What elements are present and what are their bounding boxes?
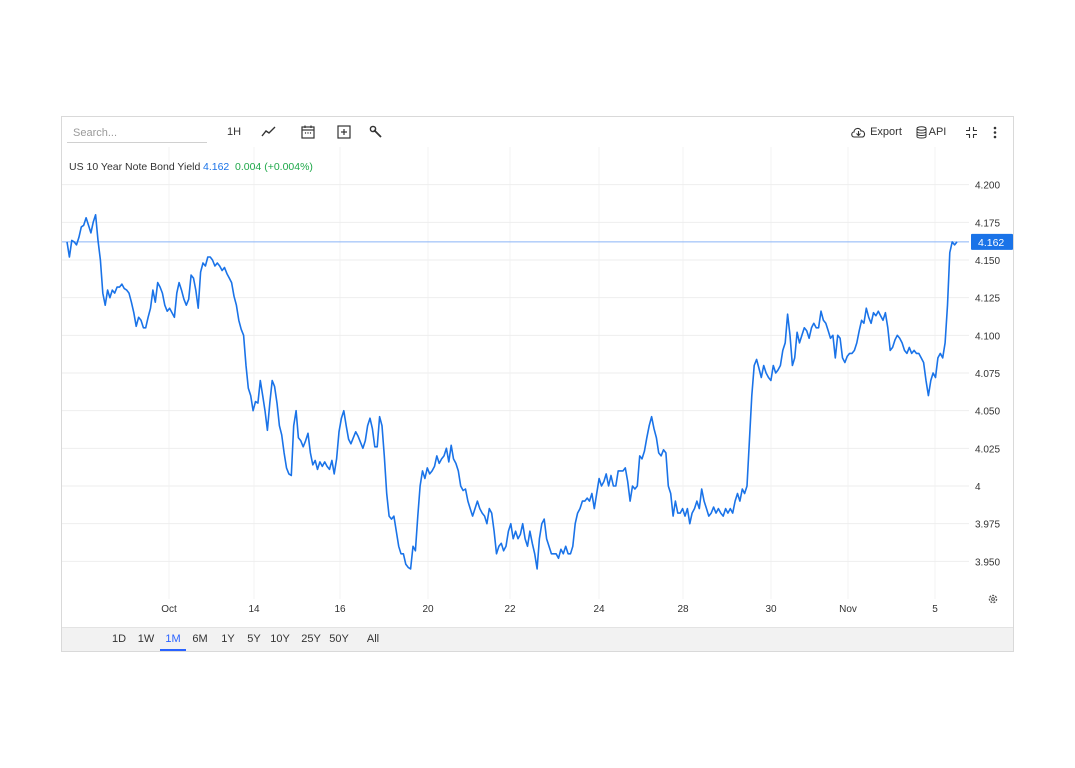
y-tick-label: 4.150: [975, 256, 1000, 267]
range-button-1d[interactable]: 1D: [111, 633, 127, 645]
range-selector: 1D 1W 1M 6M 1Y 5Y 10Y 25Y 50Y All: [62, 627, 1013, 651]
range-button-all[interactable]: All: [366, 633, 380, 645]
y-axis-labels: 4.200 4.175 4.150 4.125 4.100 4.075 4.050 4.025…: [975, 181, 1000, 569]
gear-icon: [988, 594, 998, 604]
x-tick-label: 5: [932, 604, 938, 615]
y-tick-label: 3.950: [975, 557, 1000, 568]
api-button[interactable]: API: [914, 122, 948, 142]
fullscreen-button[interactable]: [962, 122, 980, 142]
range-button-50y[interactable]: 50Y: [329, 633, 349, 645]
calendar-icon: [301, 125, 315, 139]
x-tick-label: 20: [422, 604, 434, 615]
y-tick-label: 4.100: [975, 331, 1000, 342]
range-button-1y[interactable]: 1Y: [221, 633, 235, 645]
x-tick-label: 30: [765, 604, 777, 615]
x-tick-label: 16: [334, 604, 346, 615]
database-icon: [916, 125, 927, 138]
chart-widget: 1H: [61, 116, 1014, 652]
last-value-badge: 4.162: [971, 233, 1013, 250]
chart-type-button[interactable]: [259, 122, 279, 142]
range-button-25y[interactable]: 25Y: [301, 633, 321, 645]
plus-box-icon: [337, 125, 351, 139]
y-tick-label: 4.075: [975, 369, 1000, 380]
horizontal-grid: [62, 184, 969, 562]
x-tick-label: 22: [504, 604, 516, 615]
collapse-icon: [965, 126, 977, 138]
tools-button[interactable]: [366, 122, 386, 142]
range-button-5y[interactable]: 5Y: [247, 633, 261, 645]
y-tick-label: 4.200: [975, 181, 1000, 192]
vertical-dots-icon: [993, 126, 997, 138]
legend-name: US 10 Year Note Bond Yield: [69, 161, 201, 173]
api-label: API: [928, 126, 947, 138]
y-tick-label: 4.125: [975, 294, 1000, 305]
add-indicator-button[interactable]: [334, 122, 354, 142]
range-button-10y[interactable]: 10Y: [270, 633, 290, 645]
export-button[interactable]: Export: [850, 122, 902, 142]
y-tick-label: 4.025: [975, 444, 1000, 455]
x-tick-label: 28: [677, 604, 689, 615]
range-button-1w[interactable]: 1W: [137, 633, 155, 645]
interval-label: 1H: [226, 126, 242, 138]
interval-button[interactable]: 1H: [222, 122, 246, 142]
search-input[interactable]: [67, 123, 207, 143]
chart-area: US 10 Year Note Bond Yield 4.162 0.004 (…: [62, 147, 1013, 615]
chart-toolbar: 1H: [62, 117, 1013, 147]
y-tick-label: 3.975: [975, 520, 1000, 531]
x-tick-label: 14: [248, 604, 260, 615]
legend-change: 0.004 (+0.004%): [235, 161, 313, 173]
x-tick-label: Oct: [161, 604, 177, 615]
x-tick-label: Nov: [839, 604, 857, 615]
last-value-badge-text: 4.162: [978, 237, 1004, 249]
x-tick-label: 24: [593, 604, 605, 615]
range-button-1m[interactable]: 1M: [160, 628, 186, 651]
more-options-button[interactable]: [988, 122, 1002, 142]
series-line[interactable]: [66, 214, 958, 570]
y-tick-label: 4: [975, 482, 981, 493]
x-axis-labels: Oct 14 16 20 22 24 28 30 Nov 5: [161, 604, 938, 615]
y-tick-label: 4.050: [975, 407, 1000, 418]
y-tick-label: 4.175: [975, 218, 1000, 229]
range-button-6m[interactable]: 6M: [192, 633, 208, 645]
date-range-button[interactable]: [298, 122, 318, 142]
wrench-icon: [369, 125, 382, 138]
legend-last-value: 4.162: [203, 161, 229, 173]
cloud-download-icon: [851, 127, 866, 138]
line-chart-icon: [261, 126, 276, 137]
chart-settings-button[interactable]: [988, 594, 998, 604]
export-label: Export: [870, 126, 902, 138]
